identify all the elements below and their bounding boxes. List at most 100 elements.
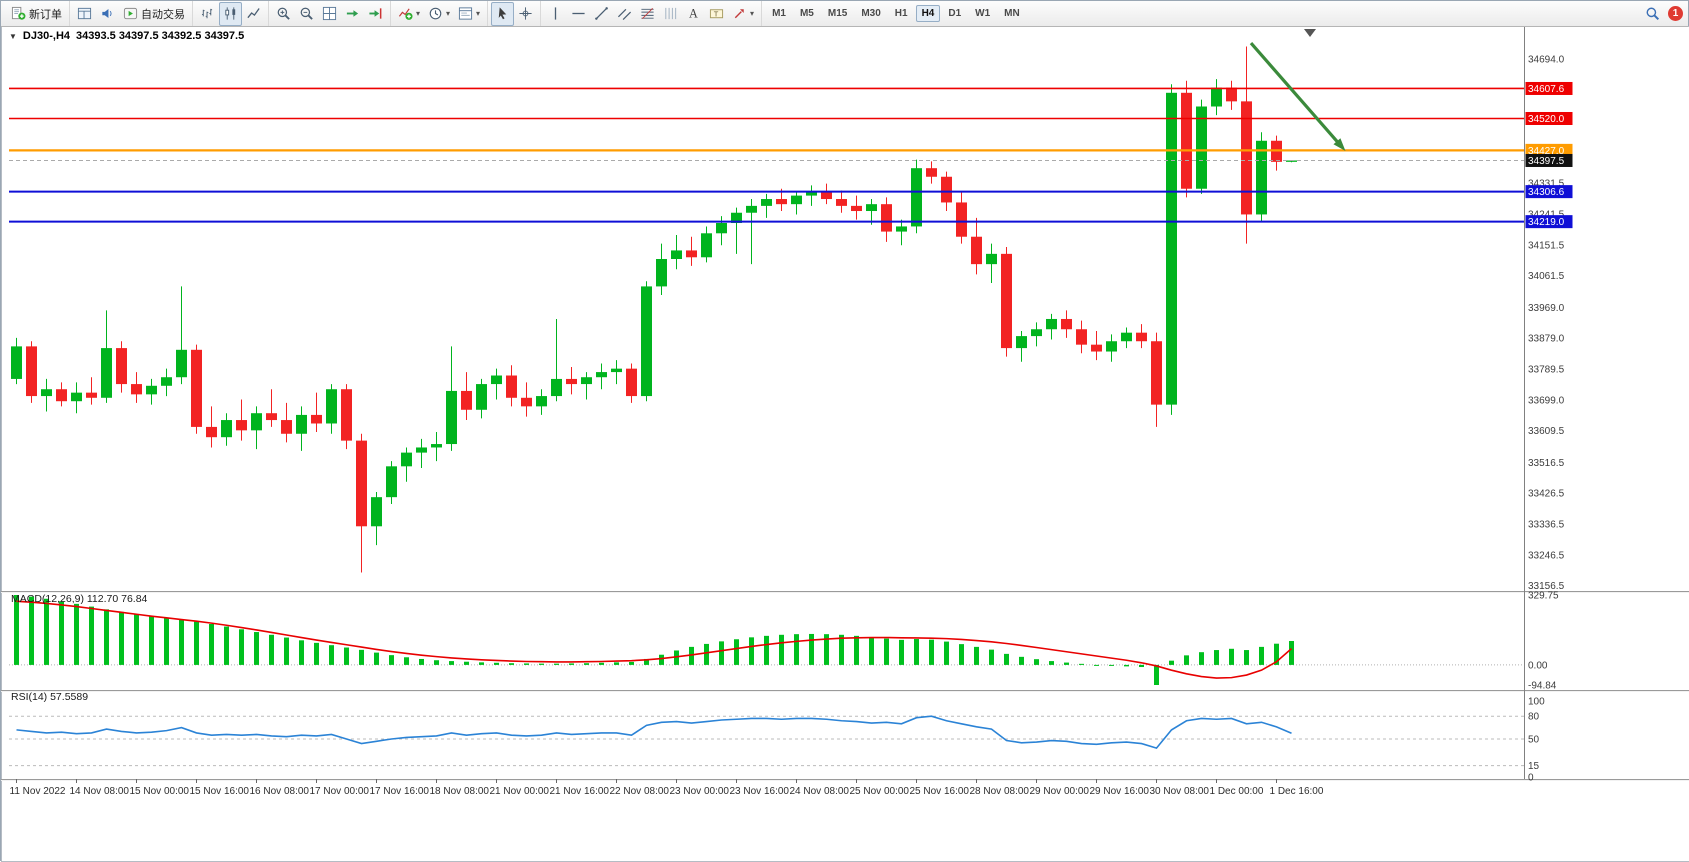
- svg-text:17 Nov 00:00: 17 Nov 00:00: [310, 786, 370, 797]
- vertical-line-button[interactable]: [544, 2, 567, 26]
- cursor-icon: [495, 6, 510, 21]
- svg-text:34219.0: 34219.0: [1528, 217, 1565, 228]
- svg-text:33426.5: 33426.5: [1528, 489, 1565, 500]
- chevron-down-icon[interactable]: ▾: [416, 10, 420, 18]
- fibonacci-button[interactable]: [636, 2, 659, 26]
- toolbar-group: ▾ ▾ ▾: [391, 1, 488, 26]
- crosshair-button[interactable]: [514, 2, 537, 26]
- svg-text:34694.0: 34694.0: [1528, 54, 1565, 65]
- toolbar-group: [193, 1, 269, 26]
- svg-text:329.75: 329.75: [1528, 591, 1559, 602]
- rsi-indicator-label: RSI(14) 57.5589: [11, 691, 88, 703]
- zoom-out-button[interactable]: [295, 2, 318, 26]
- line-chart-icon: [246, 6, 261, 21]
- text-button[interactable]: A: [682, 2, 705, 26]
- tf-button-MN[interactable]: MN: [998, 5, 1026, 22]
- svg-text:-94.84: -94.84: [1528, 681, 1557, 692]
- svg-text:11 Nov 2022: 11 Nov 2022: [10, 786, 66, 797]
- bar-chart-button[interactable]: [196, 2, 219, 26]
- equidistant-channel-button[interactable]: [613, 2, 636, 26]
- svg-text:T: T: [714, 9, 719, 18]
- toolbar-group: [269, 1, 391, 26]
- tile-windows-button[interactable]: [318, 2, 341, 26]
- svg-text:33789.5: 33789.5: [1528, 364, 1565, 375]
- zoom-in-button[interactable]: [272, 2, 295, 26]
- tf-button-W1[interactable]: W1: [969, 5, 996, 22]
- tf-button-H4[interactable]: H4: [916, 5, 941, 22]
- svg-text:33879.0: 33879.0: [1528, 334, 1565, 345]
- svg-text:80: 80: [1528, 712, 1540, 723]
- tf-button-M1[interactable]: M1: [766, 5, 792, 22]
- svg-text:23 Nov 00:00: 23 Nov 00:00: [670, 786, 730, 797]
- svg-text:33969.0: 33969.0: [1528, 303, 1565, 314]
- tf-button-M5[interactable]: M5: [794, 5, 820, 22]
- profiles-button[interactable]: [73, 2, 96, 26]
- horizontal-line-icon: [571, 6, 586, 21]
- chevron-down-icon[interactable]: ▾: [750, 10, 754, 18]
- one-click-trading-expander-icon[interactable]: ▼: [9, 32, 17, 41]
- notification-badge[interactable]: 1: [1668, 6, 1683, 21]
- svg-text:21 Nov 00:00: 21 Nov 00:00: [490, 786, 550, 797]
- auto-scroll-button[interactable]: [341, 2, 364, 26]
- text-label-button[interactable]: T: [705, 2, 728, 26]
- chart-shift-button[interactable]: [364, 2, 387, 26]
- search-button[interactable]: [1641, 2, 1664, 26]
- svg-text:34151.5: 34151.5: [1528, 240, 1565, 251]
- tile-windows-icon: [322, 6, 337, 21]
- svg-text:25 Nov 16:00: 25 Nov 16:00: [910, 786, 970, 797]
- svg-text:29 Nov 00:00: 29 Nov 00:00: [1030, 786, 1090, 797]
- svg-text:A: A: [689, 7, 698, 21]
- svg-text:22 Nov 08:00: 22 Nov 08:00: [610, 786, 670, 797]
- templates-button[interactable]: ▾: [454, 2, 484, 26]
- macd-indicator-label: MACD(12,26,9) 112.70 76.84: [11, 593, 147, 605]
- chart-ohlc-values: 34393.5 34397.5 34392.5 34397.5: [76, 30, 244, 42]
- svg-text:15 Nov 00:00: 15 Nov 00:00: [130, 786, 190, 797]
- svg-text:29 Nov 16:00: 29 Nov 16:00: [1090, 786, 1150, 797]
- arrows-button[interactable]: ▾: [728, 2, 758, 26]
- line-chart-button[interactable]: [242, 2, 265, 26]
- sound-alerts-button[interactable]: [96, 2, 119, 26]
- bar-chart-icon: [200, 6, 215, 21]
- svg-text:24 Nov 08:00: 24 Nov 08:00: [790, 786, 850, 797]
- svg-text:17 Nov 16:00: 17 Nov 16:00: [370, 786, 430, 797]
- channel-icon: [617, 6, 632, 21]
- cursor-button[interactable]: [491, 2, 514, 26]
- chevron-down-icon[interactable]: ▾: [476, 10, 480, 18]
- svg-text:15: 15: [1528, 761, 1540, 772]
- candle-chart-icon: [223, 6, 238, 21]
- svg-text:0: 0: [1528, 773, 1534, 784]
- indicators-button[interactable]: ▾: [394, 2, 424, 26]
- chart-ohlc-header: ▼ DJ30-,H4 34393.5 34397.5 34392.5 34397…: [9, 30, 244, 42]
- candlestick-chart-button[interactable]: [219, 2, 242, 26]
- trendline-button[interactable]: [590, 2, 613, 26]
- svg-text:34520.0: 34520.0: [1528, 114, 1565, 125]
- cycle-lines-button[interactable]: [659, 2, 682, 26]
- autotrading-button[interactable]: 自动交易: [119, 2, 189, 26]
- horizontal-line-button[interactable]: [567, 2, 590, 26]
- tf-button-D1[interactable]: D1: [942, 5, 967, 22]
- chart-shift-icon: [368, 6, 383, 21]
- periods-button[interactable]: ▾: [424, 2, 454, 26]
- svg-text:33336.5: 33336.5: [1528, 520, 1565, 531]
- svg-text:30 Nov 08:00: 30 Nov 08:00: [1150, 786, 1210, 797]
- cycle-lines-icon: [663, 6, 678, 21]
- tf-button-H1[interactable]: H1: [889, 5, 914, 22]
- autotrading-button-label: 自动交易: [141, 6, 185, 22]
- chevron-down-icon[interactable]: ▾: [446, 10, 450, 18]
- trendline-icon: [594, 6, 609, 21]
- profiles-icon: [77, 6, 92, 21]
- svg-text:25 Nov 00:00: 25 Nov 00:00: [850, 786, 910, 797]
- text-icon: A: [686, 6, 701, 21]
- new-order-button[interactable]: 新订单: [7, 2, 66, 26]
- zoom-in-icon: [276, 6, 291, 21]
- crosshair-icon: [518, 6, 533, 21]
- svg-text:18 Nov 08:00: 18 Nov 08:00: [430, 786, 490, 797]
- toolbar-group: [488, 1, 541, 26]
- autotrading-icon: [123, 6, 138, 21]
- tf-button-M15[interactable]: M15: [822, 5, 853, 22]
- tf-button-M30[interactable]: M30: [855, 5, 886, 22]
- periods-icon: [428, 6, 443, 21]
